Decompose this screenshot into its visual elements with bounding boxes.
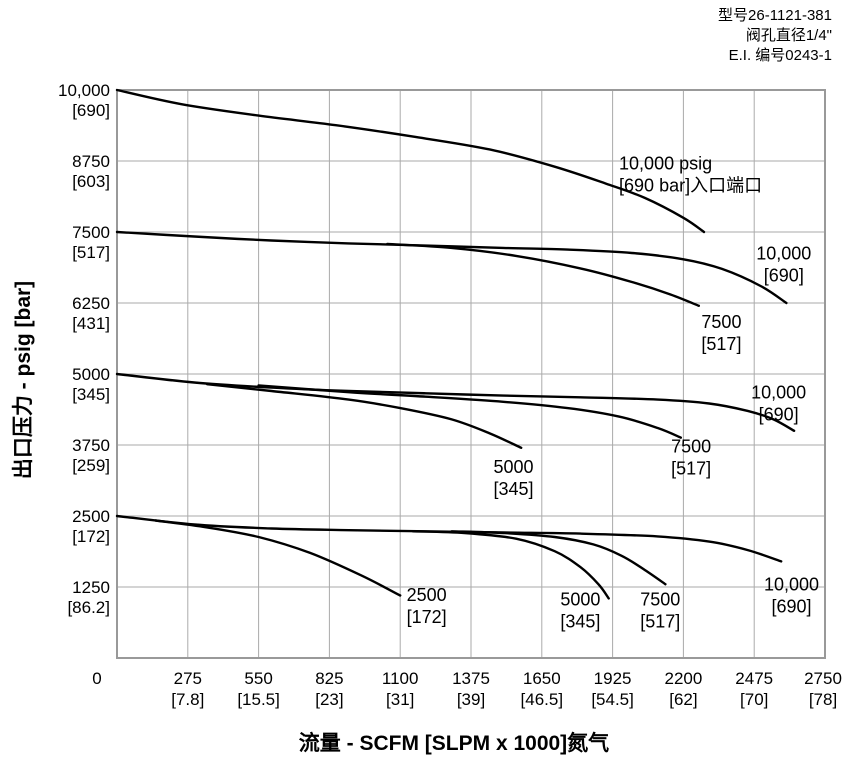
series-label: 7500 bbox=[640, 590, 680, 610]
series-line-2500-9 bbox=[154, 519, 402, 597]
y-tick-label: 8750 bbox=[72, 152, 110, 171]
y-axis-title-text: 出口压力 - psig [bar] bbox=[12, 280, 35, 480]
series-label: [517] bbox=[640, 612, 680, 632]
x-tick-label-metric: [46.5] bbox=[521, 690, 564, 709]
y-tick-label: 6250 bbox=[72, 294, 110, 313]
series-label: 10,000 bbox=[764, 574, 819, 594]
series-line-5000-4 bbox=[257, 384, 682, 439]
series-label: 10,000 bbox=[756, 243, 811, 263]
series-line-5000-5 bbox=[205, 383, 523, 449]
model-info-block: 型号26-1121-381 阀孔直径1/4" E.I. 编号0243-1 bbox=[718, 6, 832, 66]
x-tick-label: 1925 bbox=[594, 669, 632, 688]
series-label: [690] bbox=[759, 404, 799, 424]
x-tick-label: 2750 bbox=[804, 669, 842, 688]
series-line-2500-8 bbox=[411, 530, 610, 600]
series-label: 5000 bbox=[560, 590, 600, 610]
series-label: 10,000 psig bbox=[619, 154, 712, 174]
y-tick-label-metric: [259] bbox=[72, 456, 110, 475]
series-label: 5000 bbox=[493, 457, 533, 477]
y-tick-label: 1250 bbox=[72, 578, 110, 597]
x-tick-label-metric: [62] bbox=[669, 690, 697, 709]
x-tick-label: 825 bbox=[315, 669, 343, 688]
y-tick-label: 5000 bbox=[72, 365, 110, 384]
x-axis-title: 流量 - SCFM [SLPM x 1000]氮气 bbox=[298, 732, 610, 755]
x-tick-label-metric: [78] bbox=[809, 690, 837, 709]
y-tick-label-metric: [431] bbox=[72, 314, 110, 333]
x-tick-label: 1650 bbox=[523, 669, 561, 688]
series-label: 10,000 bbox=[751, 382, 806, 402]
model-number: 型号26-1121-381 bbox=[718, 7, 832, 24]
series-label: [172] bbox=[407, 607, 447, 627]
chart-tick-labels: 0 275 [7.8] 550 [15.5] 825 [23] 1100 [31] 1375 [39… bbox=[58, 81, 842, 709]
x-tick-label: 2200 bbox=[664, 669, 702, 688]
x-tick-label-metric: [7.8] bbox=[171, 690, 204, 709]
orifice-size: 阀孔直径1/4" bbox=[745, 27, 832, 44]
series-line-7500-1 bbox=[115, 230, 788, 305]
x-tick-label: 1375 bbox=[452, 669, 490, 688]
series-label: [517] bbox=[671, 458, 711, 478]
series-label: 2500 bbox=[407, 585, 447, 605]
series-line-5000-3 bbox=[115, 372, 796, 432]
series-line-10000-0 bbox=[115, 88, 706, 234]
y-tick-label: 3750 bbox=[72, 436, 110, 455]
series-line-2500-6 bbox=[115, 514, 783, 563]
chart-series bbox=[115, 88, 796, 600]
series-label: [690] bbox=[772, 596, 812, 616]
y-tick-label-metric: [86.2] bbox=[67, 598, 110, 617]
y-tick-label: 2500 bbox=[72, 507, 110, 526]
x-tick-label-metric: [70] bbox=[740, 690, 768, 709]
x-tick-label: 275 bbox=[174, 669, 202, 688]
x-tick-label: 1100 bbox=[382, 669, 419, 688]
series-label: [345] bbox=[560, 612, 600, 632]
x-tick-label: 2475 bbox=[735, 669, 773, 688]
series-label: [517] bbox=[701, 334, 741, 354]
x-tick-label-metric: [39] bbox=[457, 690, 485, 709]
y-tick-label: 10,000 bbox=[58, 81, 110, 100]
x-tick-label: 0 bbox=[92, 669, 101, 688]
series-label: [345] bbox=[493, 479, 533, 499]
x-tick-label-metric: [54.5] bbox=[591, 690, 634, 709]
x-tick-label-metric: [15.5] bbox=[237, 690, 280, 709]
series-label: [690 bar]入口端口 bbox=[619, 176, 762, 196]
ei-number: E.I. 编号0243-1 bbox=[728, 47, 832, 64]
y-tick-label-metric: [603] bbox=[72, 172, 110, 191]
x-tick-label-metric: [31] bbox=[386, 690, 414, 709]
y-tick-label-metric: [690] bbox=[72, 101, 110, 120]
series-label: 7500 bbox=[701, 312, 741, 332]
series-line-2500-7 bbox=[450, 530, 667, 586]
series-label: 7500 bbox=[671, 436, 711, 456]
chart-series-labels: 10,000 psig[690 bar]入口端口10,000[690]7500[… bbox=[407, 154, 819, 632]
x-tick-label-metric: [23] bbox=[315, 690, 343, 709]
y-tick-label-metric: [517] bbox=[72, 243, 110, 262]
y-tick-label-metric: [172] bbox=[72, 527, 110, 546]
y-tick-label-metric: [345] bbox=[72, 385, 110, 404]
series-line-7500-2 bbox=[386, 242, 700, 307]
y-tick-label: 7500 bbox=[72, 223, 110, 242]
x-tick-label: 550 bbox=[244, 669, 272, 688]
series-label: [690] bbox=[764, 265, 804, 285]
